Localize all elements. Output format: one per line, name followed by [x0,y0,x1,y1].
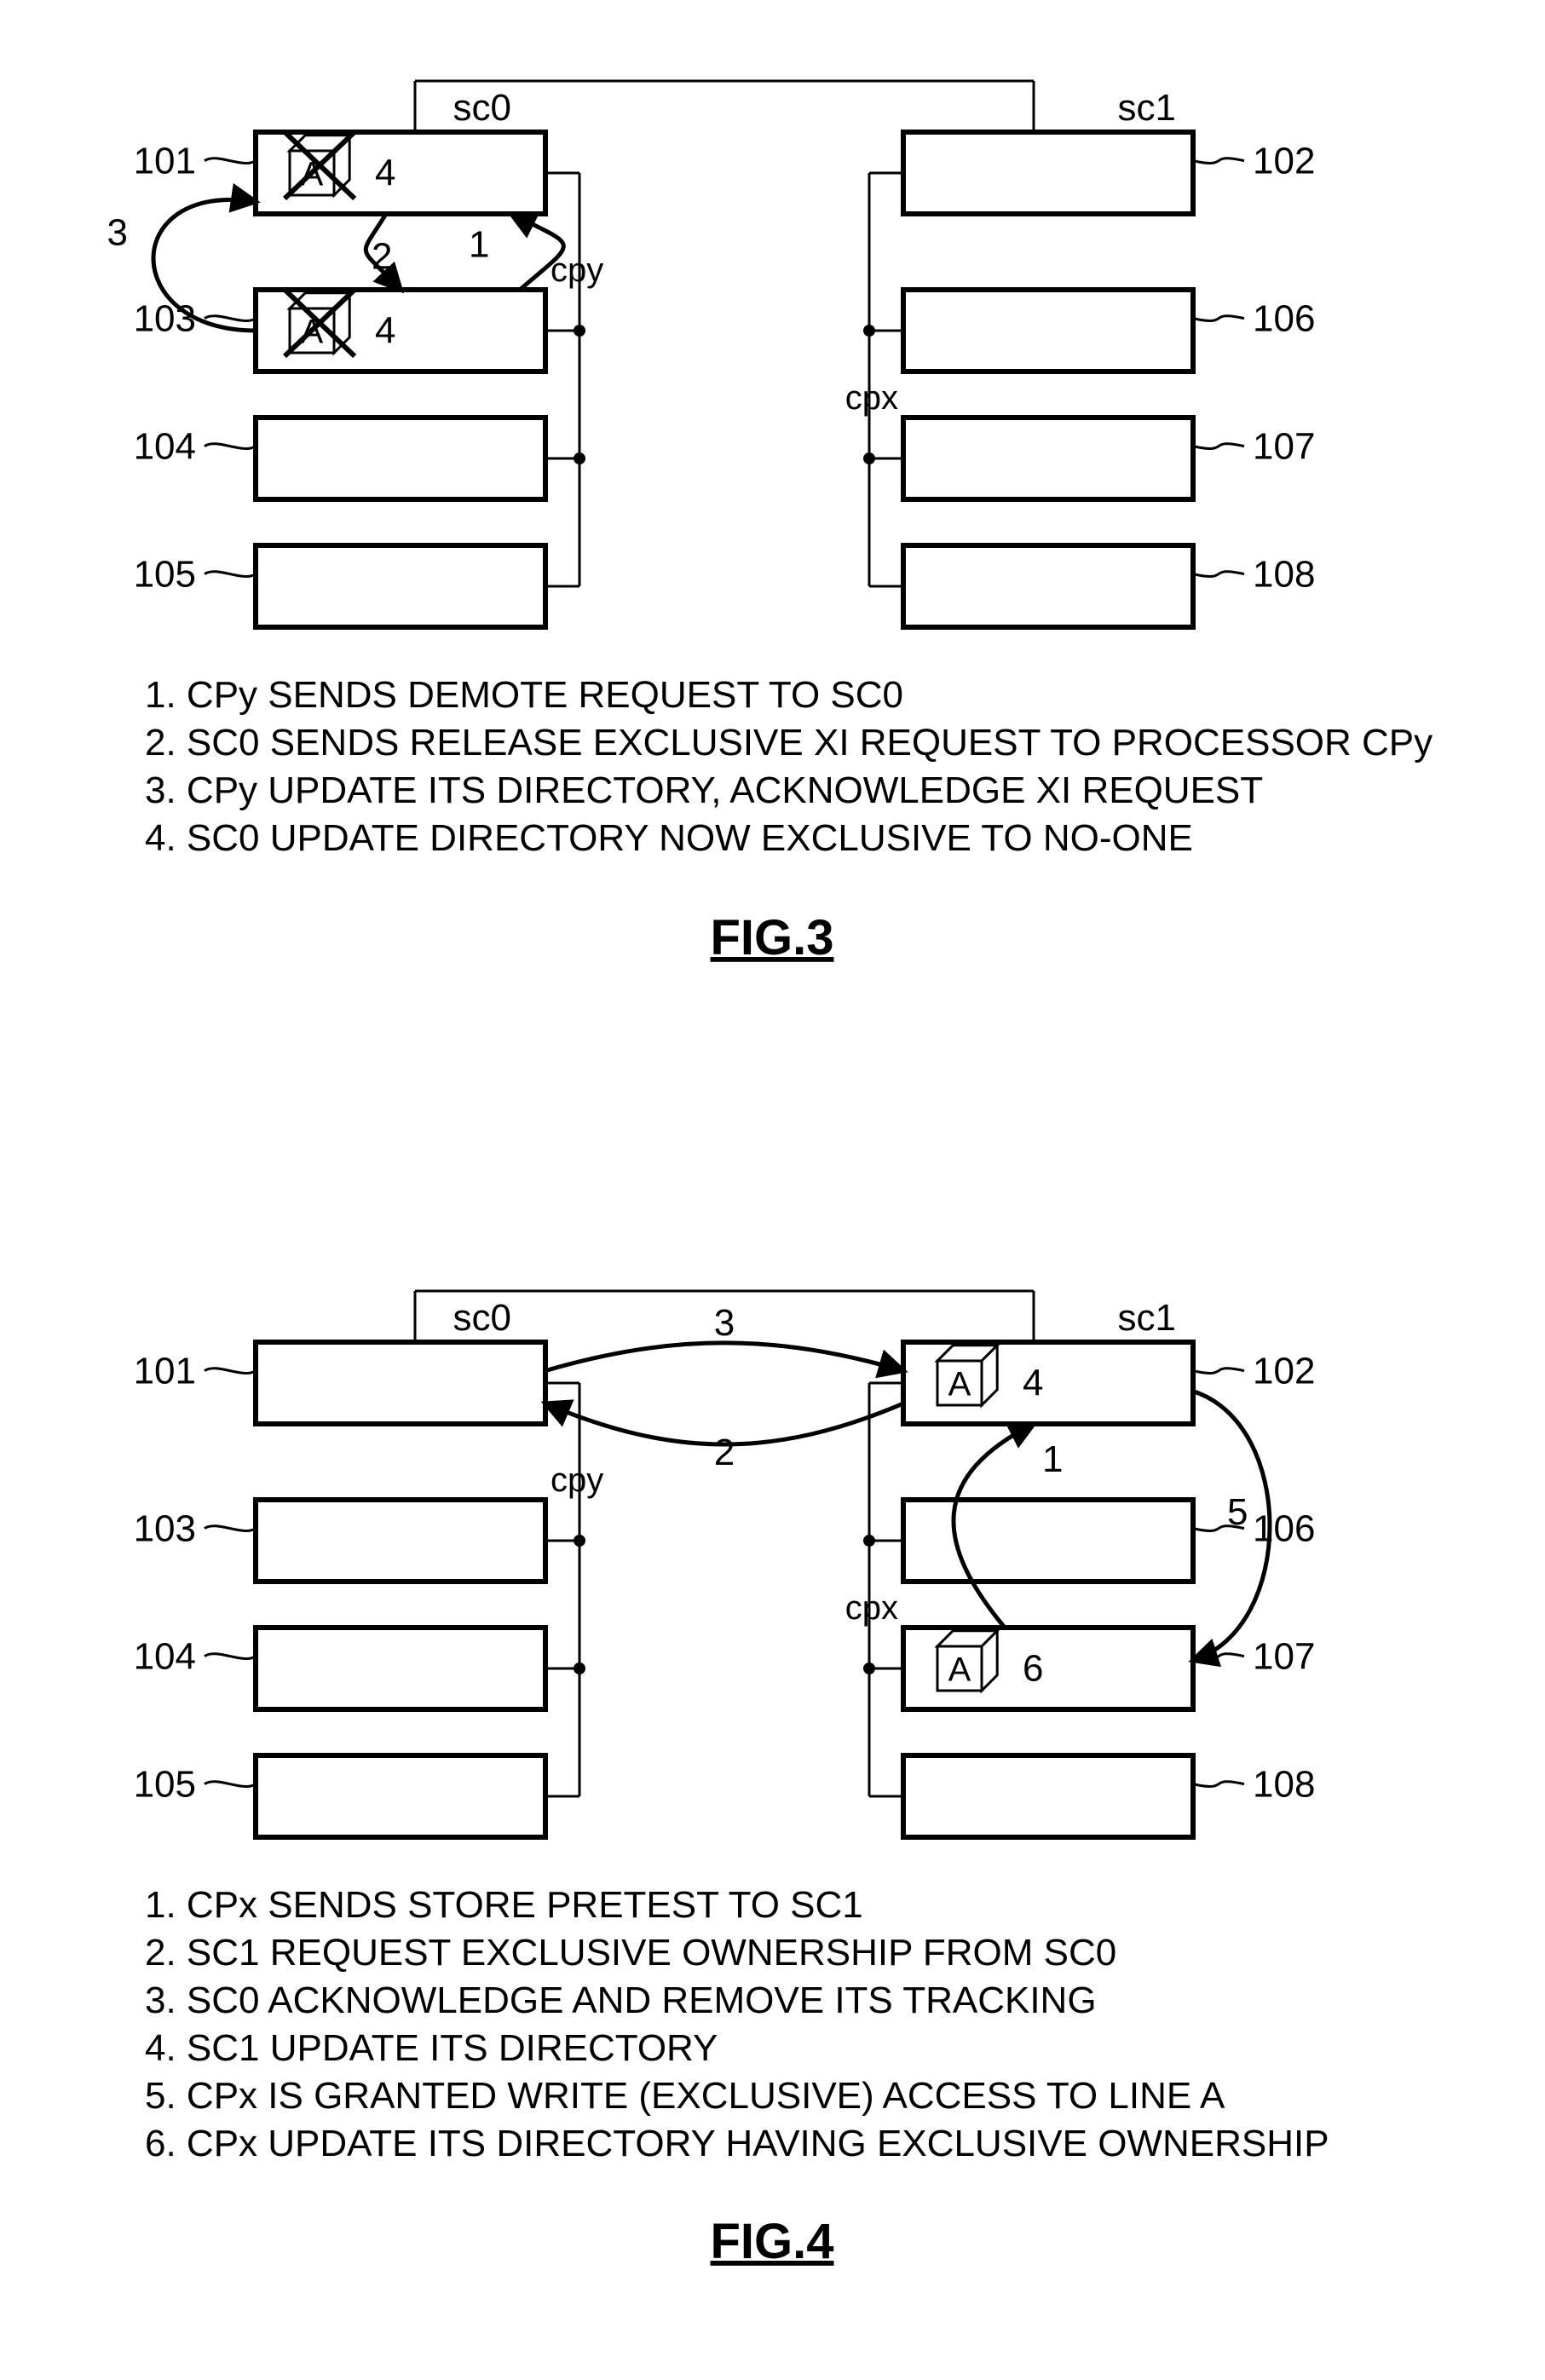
junction-dot [574,325,585,337]
sc1-label: sc1 [1118,1297,1176,1339]
junction-dot [574,1663,585,1674]
figure-3: sc0sc1cpycpx101102103106104107105108A4A4… [107,81,1433,965]
ref-104: 104 [134,426,196,468]
left-block-3 [256,1755,545,1837]
left-block-2 [256,418,545,499]
num-3: 3 [714,1302,735,1344]
ref-lead-108 [1193,572,1244,577]
ref-103: 103 [134,298,196,340]
legend-line: 2. SC0 SENDS RELEASE EXCLUSIVE XI REQUES… [145,722,1433,764]
num-3: 3 [107,212,128,254]
ref-108: 108 [1253,1764,1315,1806]
ref-107: 107 [1253,1636,1315,1678]
ref-102: 102 [1253,141,1315,182]
junction-dot [863,1663,875,1674]
legend-line: 2. SC1 REQUEST EXCLUSIVE OWNERSHIP FROM … [145,1932,1116,1974]
cpy-label: cpy [551,1461,603,1499]
left-block-3 [256,545,545,627]
legend-line: 1. CPx SENDS STORE PRETEST TO SC1 [145,1884,863,1926]
ref-lead-103 [205,316,256,321]
num-5: 5 [1227,1491,1248,1533]
ref-lead-105 [205,1782,256,1787]
legend-line: 1. CPy SENDS DEMOTE REQUEST TO SC0 [145,674,903,716]
ref-lead-102 [1193,1369,1244,1374]
ref-103: 103 [134,1508,196,1550]
ref-107: 107 [1253,426,1315,468]
ref-106: 106 [1253,1508,1315,1550]
right-block-3 [903,545,1193,627]
ref-106: 106 [1253,298,1315,340]
ref-101: 101 [134,141,196,182]
legend-line: 4. SC1 UPDATE ITS DIRECTORY [145,2027,718,2069]
legend-line: 3. SC0 ACKNOWLEDGE AND REMOVE ITS TRACKI… [145,1979,1097,2021]
sc0-label: sc0 [453,87,511,129]
ref-lead-105 [205,572,256,577]
num-6: 6 [1023,1647,1043,1689]
left-block-2 [256,1628,545,1709]
ref-lead-101 [205,158,256,164]
cpx-label: cpx [845,1589,898,1627]
ref-105: 105 [134,1764,196,1806]
num-4a: 4 [375,152,395,193]
arrow-3 [545,1343,903,1371]
cube-107-label: A [948,1651,971,1689]
right-block-1 [903,290,1193,372]
figure-4: sc0 sc1 cpy cpx 101 102 103 106 104 107 105 108 A 4 A 6… [134,1291,1329,2269]
cpx-label: cpx [845,379,898,417]
legend-line: 5. CPx IS GRANTED WRITE (EXCLUSIVE) ACCE… [145,2075,1225,2117]
num-2: 2 [714,1432,735,1473]
ref-lead-101 [205,1369,256,1374]
legend-line: 4. SC0 UPDATE DIRECTORY NOW EXCLUSIVE TO… [145,817,1193,859]
num-2: 2 [372,236,392,278]
left-block-0 [256,1342,545,1424]
patent-figure-page: sc0 sc1 cpy cpx 101 102 103 106 104 107 105 108 A 4 A 4… [0,0,1545,2380]
right-block-2 [903,418,1193,499]
right-block-3 [903,1755,1193,1837]
ref-lead-104 [205,444,256,449]
ref-105: 105 [134,554,196,596]
ref-lead-103 [205,1526,256,1531]
sc0-label: sc0 [453,1297,511,1339]
num-1: 1 [469,224,489,266]
right-block-0 [903,132,1193,214]
ref-101: 101 [134,1351,196,1392]
num-4: 4 [1023,1362,1043,1403]
cube-102-label: A [948,1366,971,1403]
ref-lead-102 [1193,158,1244,164]
figure-title: FIG.4 [710,2214,833,2269]
ref-102: 102 [1253,1351,1315,1392]
ref-108: 108 [1253,554,1315,596]
junction-dot [863,325,875,337]
ref-lead-104 [205,1654,256,1659]
ref-lead-108 [1193,1782,1244,1787]
junction-dot [574,1535,585,1547]
figure-title: FIG.3 [710,910,833,965]
ref-lead-107 [1193,444,1244,449]
right-block-1 [903,1500,1193,1582]
legend-line: 3. CPy UPDATE ITS DIRECTORY, ACKNOWLEDGE… [145,769,1263,811]
junction-dot [863,452,875,464]
sc1-label: sc1 [1118,87,1176,129]
num-4b: 4 [375,309,395,351]
ref-104: 104 [134,1636,196,1678]
num-1: 1 [1042,1438,1063,1480]
junction-dot [574,452,585,464]
left-block-1 [256,1500,545,1582]
legend-line: 6. CPx UPDATE ITS DIRECTORY HAVING EXCLU… [145,2123,1329,2164]
junction-dot [863,1535,875,1547]
ref-lead-106 [1193,316,1244,321]
